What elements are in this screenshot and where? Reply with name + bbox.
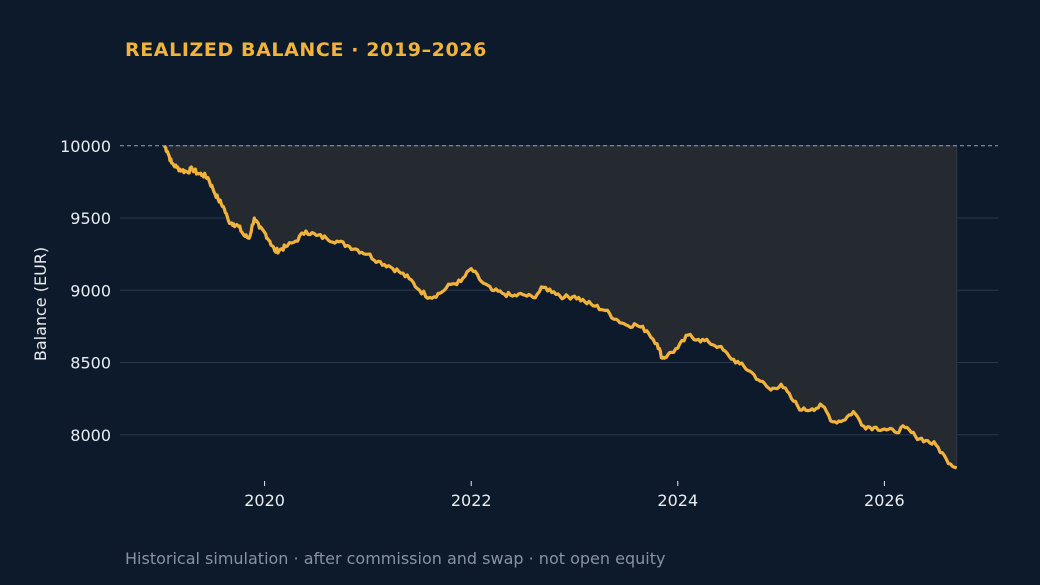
balance-line	[162, 145, 958, 470]
y-axis-label: Balance (EUR)	[31, 247, 50, 361]
y-axis-ticks: 8000 8500 9000 9500 10000	[60, 137, 111, 445]
y-tick-label: 9000	[70, 281, 111, 300]
y-tick-label: 10000	[60, 137, 111, 156]
y-tick-label: 8000	[70, 426, 111, 445]
x-tick-label: 2022	[451, 491, 492, 510]
drawdown-area	[163, 145, 958, 469]
chart-title: REALIZED BALANCE · 2019–2026	[125, 39, 487, 61]
y-tick-label: 9500	[70, 209, 111, 228]
x-axis-ticks: 2020 2022 2024 2026	[244, 481, 905, 510]
x-tick-label: 2026	[864, 491, 905, 510]
x-tick-label: 2020	[244, 491, 285, 510]
x-tick-label: 2024	[657, 491, 698, 510]
y-tick-label: 8500	[70, 354, 111, 373]
footnote: Historical simulation · after commission…	[125, 549, 666, 568]
